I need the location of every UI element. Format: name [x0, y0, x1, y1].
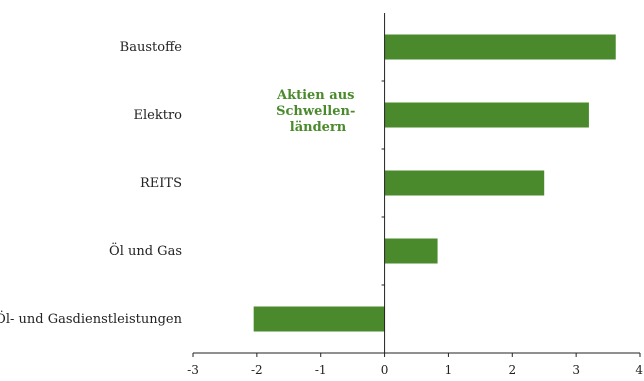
category-label-4: Öl- und Gasdienstleistungen: [0, 310, 183, 327]
x-tick-label-2: -1: [315, 363, 327, 377]
category-label-3: Öl und Gas: [109, 242, 182, 259]
x-tick-label-4: 1: [445, 363, 453, 377]
x-tick-label-5: 2: [508, 363, 516, 377]
category-label-1: Elektro: [134, 108, 183, 123]
x-tick-label-6: 3: [572, 363, 580, 377]
category-label-2: REITS: [140, 176, 182, 191]
category-label-0: Baustoffe: [120, 40, 183, 55]
category-labels: Baustoffe Elektro REITS Öl und Gas Öl- und G…: [0, 40, 183, 327]
x-tick-label-3: 0: [381, 363, 389, 377]
bar-1: [384, 102, 589, 128]
annotation-line-1: Aktien aus: [276, 88, 354, 103]
bars-group: [253, 34, 616, 332]
x-tick-label-7: 4: [635, 363, 643, 377]
x-tick-label-0: -3: [187, 363, 199, 377]
annotation-line-2: Schwellen-: [276, 104, 355, 119]
bar-4: [253, 306, 385, 332]
annotation-line-3: ländern: [290, 120, 347, 135]
bar-0: [384, 34, 616, 60]
x-axis-ticks: -3 -2 -1 0 1 2 3 4: [187, 353, 643, 377]
x-tick-label-1: -2: [251, 363, 263, 377]
bar-3: [384, 238, 438, 264]
bar-2: [384, 170, 545, 196]
annotation-text: Aktien aus Schwellen- ländern: [276, 88, 360, 135]
